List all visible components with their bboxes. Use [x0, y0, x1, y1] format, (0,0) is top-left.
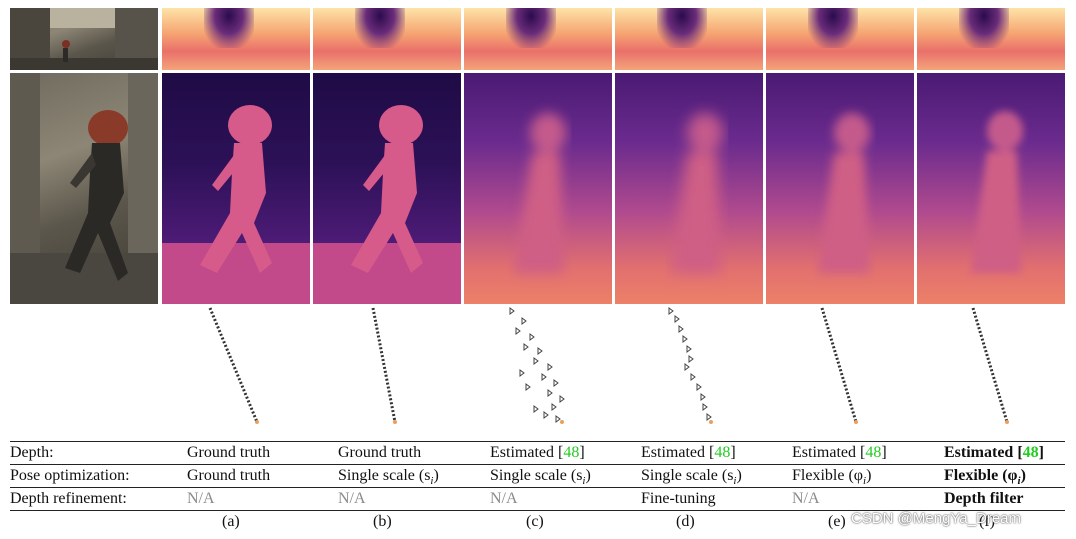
gt-silhouette-b: [313, 105, 461, 304]
table-top-rule: [10, 441, 1065, 442]
table-cell: N/A: [338, 490, 366, 507]
caption-f: (f): [979, 513, 995, 530]
table-rule-2: [10, 487, 1065, 488]
watermark: CSDN @MengYa_Dream: [851, 510, 1022, 527]
blurry-silhouette-f: [971, 111, 1023, 273]
table-cell: N/A: [187, 490, 215, 507]
caption-a: (a): [222, 513, 240, 530]
depth-map-e: [766, 73, 914, 304]
caption-d: (d): [676, 513, 695, 530]
table-cell: Estimated [48]: [490, 444, 585, 461]
table-cell: N/A: [490, 490, 518, 507]
input-photo-column: [10, 8, 158, 304]
input-photo-crop: [10, 73, 158, 304]
table-cell: Ground truth: [187, 444, 271, 461]
blurry-silhouette-c: [514, 113, 566, 273]
depth-column-a: [162, 8, 310, 304]
street-scene-graphic: [10, 8, 158, 70]
blurry-silhouette-d: [671, 113, 723, 273]
table-cell: Single scale (si): [641, 467, 742, 488]
character-photo-graphic: [10, 73, 158, 304]
trajectory-plot-c: [509, 307, 565, 424]
table-cell: Depth filter: [944, 490, 1024, 507]
citation[interactable]: 48: [1022, 444, 1039, 461]
trajectory-plot-a: [208, 307, 259, 424]
trajectory-plot-f: [971, 307, 1009, 424]
depth-thumbnail-c: [464, 8, 612, 70]
depth-column-c: [464, 8, 612, 304]
citation[interactable]: 48: [563, 444, 580, 461]
depth-map-d: [615, 73, 763, 304]
table-cell: Estimated [48]: [641, 444, 736, 461]
trajectory-plot-b: [371, 307, 397, 424]
table-cell: Single scale (si): [490, 467, 591, 488]
depth-thumbnail-d: [615, 8, 763, 70]
citation[interactable]: 48: [865, 444, 882, 461]
depth-map-b: [313, 73, 461, 304]
trajectory-plot-d: [668, 307, 713, 424]
caption-e: (e): [828, 513, 846, 530]
row-label-depth-refinement: Depth refinement:: [10, 490, 127, 507]
table-rule-1: [10, 464, 1065, 465]
gt-silhouette-a: [162, 105, 310, 304]
depth-map-c: [464, 73, 612, 304]
depth-column-f: [917, 8, 1065, 304]
depth-thumbnail-a: [162, 8, 310, 70]
row-label-pose-optimization: Pose optimization:: [10, 467, 130, 484]
caption-c: (c): [526, 513, 544, 530]
table-cell: Ground truth: [187, 467, 271, 484]
trajectory-plot-e: [820, 307, 858, 424]
input-photo-thumbnail: [10, 8, 158, 70]
citation[interactable]: 48: [714, 444, 731, 461]
depth-thumbnail-e: [766, 8, 914, 70]
depth-column-e: [766, 8, 914, 304]
caption-b: (b): [373, 513, 392, 530]
table-cell: Estimated [48]: [944, 444, 1044, 461]
depth-map-a: [162, 73, 310, 304]
table-cell: Single scale (si): [338, 467, 439, 488]
depth-thumbnail-b: [313, 8, 461, 70]
table-cell: Fine-tuning: [641, 490, 716, 507]
depth-column-b: [313, 8, 461, 304]
table-cell: Ground truth: [338, 444, 422, 461]
table-cell: N/A: [792, 490, 820, 507]
depth-map-f: [917, 73, 1065, 304]
depth-thumbnail-f: [917, 8, 1065, 70]
blurry-silhouette-e: [818, 113, 870, 273]
table-cell: Flexible (φi): [792, 467, 872, 488]
table-cell: Estimated [48]: [792, 444, 887, 461]
table-cell: Flexible (φi): [944, 467, 1026, 488]
row-label-depth: Depth:: [10, 444, 54, 461]
table-bottom-rule: [10, 510, 1065, 511]
depth-column-d: [615, 8, 763, 304]
